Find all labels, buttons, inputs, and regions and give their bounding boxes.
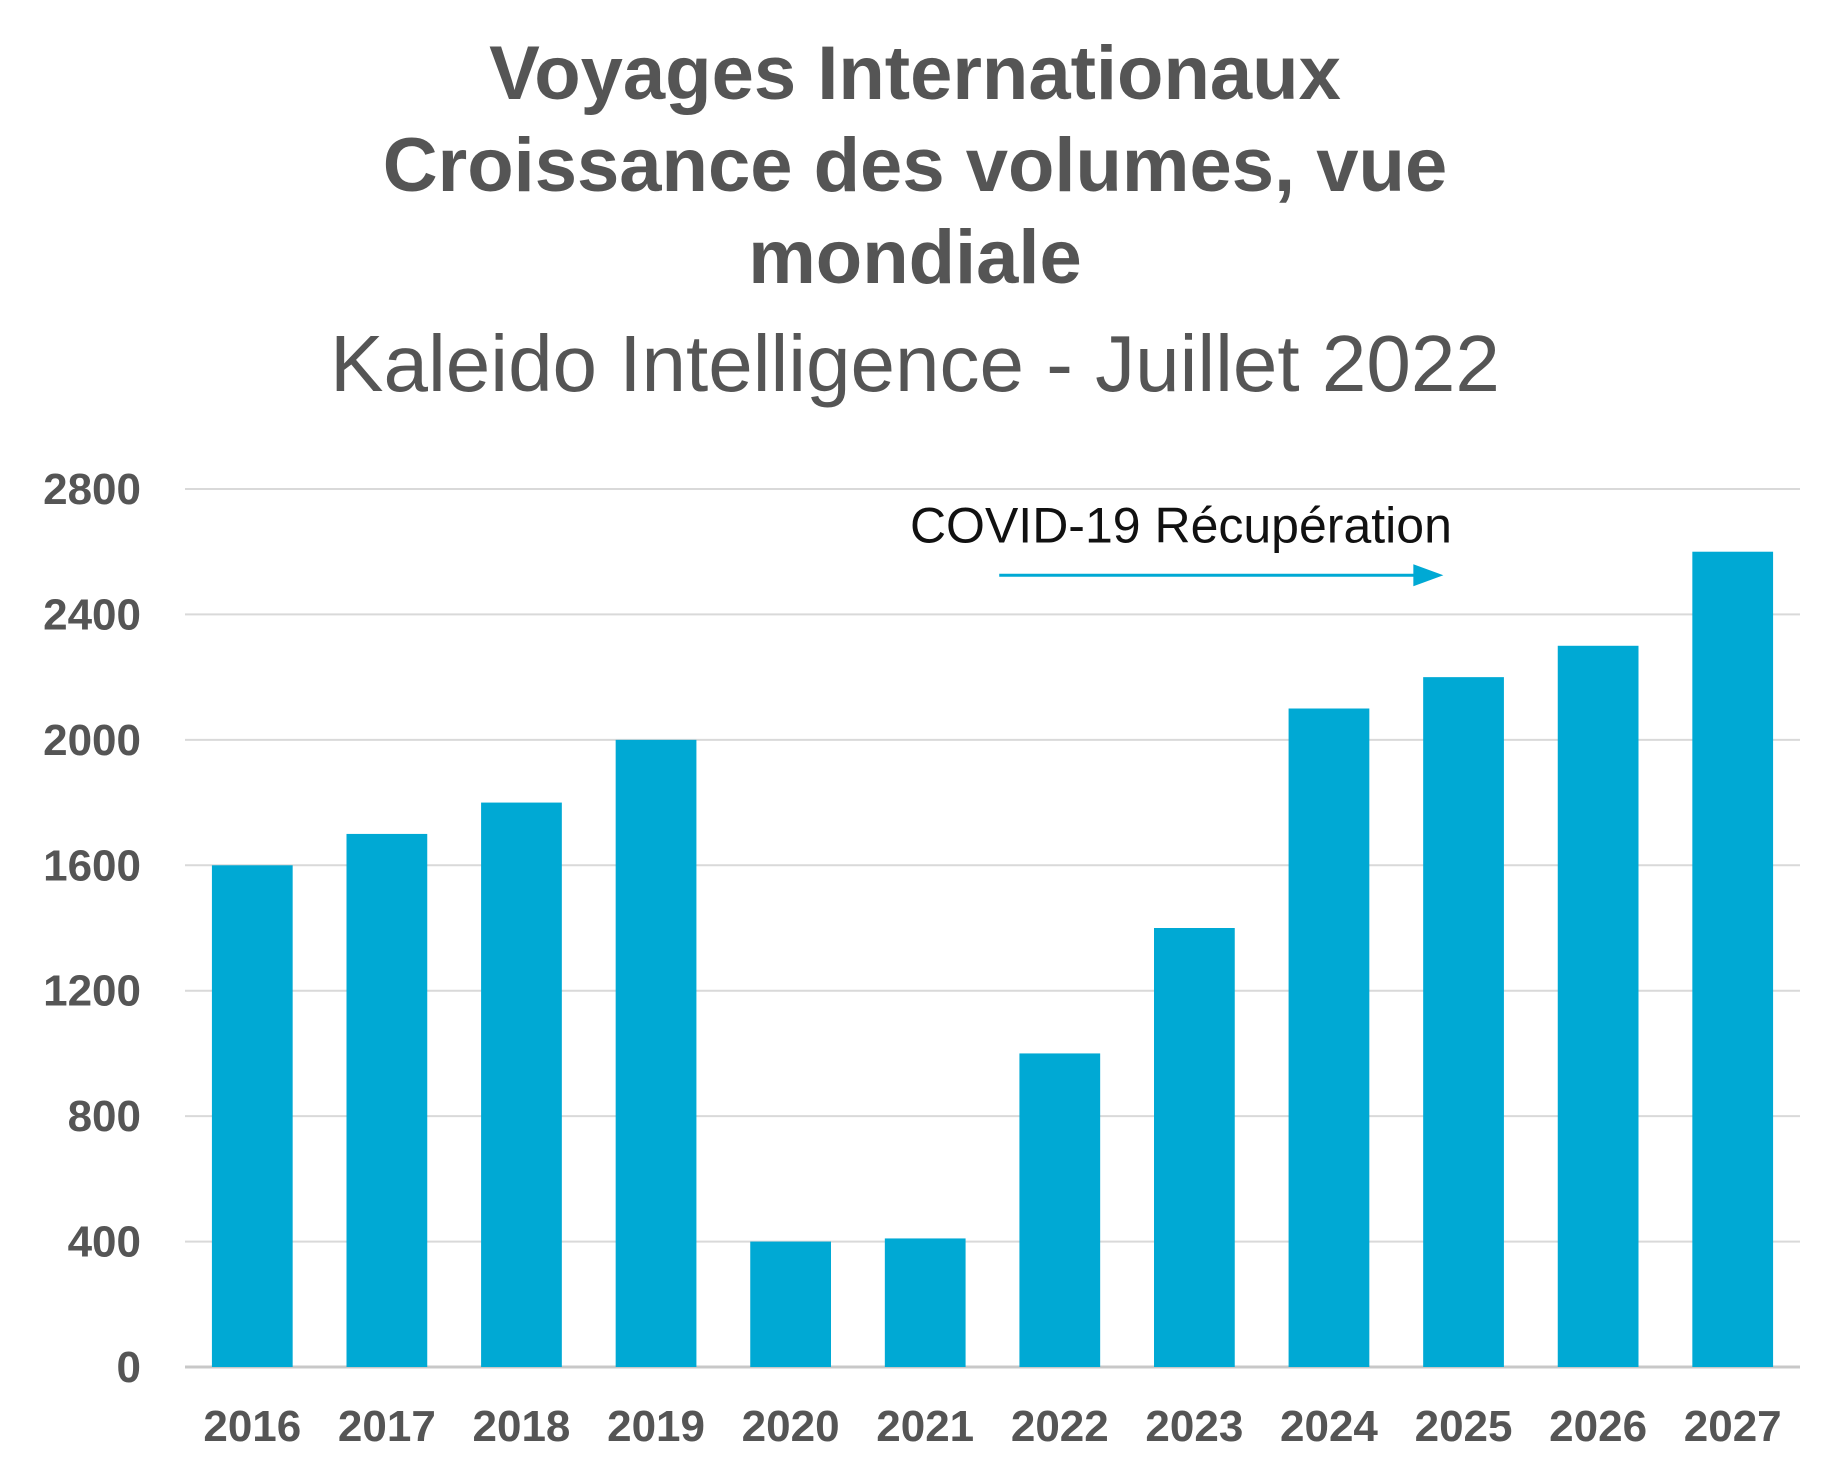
bar-2021	[884, 1238, 966, 1367]
x-tick-label-2022: 2022	[1011, 1402, 1109, 1451]
chart-title-line-1: Voyages Internationaux	[489, 31, 1341, 116]
x-tick-label-2021: 2021	[876, 1402, 974, 1451]
x-tick-label-2020: 2020	[742, 1402, 840, 1451]
bar-2025	[1423, 677, 1504, 1367]
annotation-label: COVID-19 Récupération	[910, 497, 1452, 553]
bar-2018	[481, 802, 562, 1367]
y-tick-label-2000: 2000	[43, 716, 141, 765]
x-tick-label-2016: 2016	[203, 1402, 301, 1451]
y-tick-label-0: 0	[117, 1343, 141, 1392]
x-tick-label-2025: 2025	[1415, 1402, 1513, 1451]
y-tick-label-2800: 2800	[43, 465, 141, 514]
x-tick-label-2027: 2027	[1684, 1402, 1782, 1451]
bar-2020	[750, 1241, 831, 1367]
x-tick-label-2019: 2019	[607, 1402, 705, 1451]
bar-2019	[615, 739, 697, 1367]
x-tick-label-2026: 2026	[1549, 1402, 1647, 1451]
bar-2026	[1557, 645, 1639, 1367]
chart-title-line-2: Croissance des volumes, vue	[382, 123, 1448, 208]
y-tick-label-2400: 2400	[43, 590, 141, 639]
chart-subtitle: Kaleido Intelligence - Juillet 2022	[330, 319, 1500, 408]
chart-title-line-3: mondiale	[748, 215, 1082, 300]
y-tick-label-1200: 1200	[43, 967, 141, 1016]
y-tick-label-400: 400	[68, 1218, 141, 1267]
x-tick-label-2023: 2023	[1145, 1402, 1243, 1451]
x-tick-label-2018: 2018	[473, 1402, 571, 1451]
x-tick-label-2024: 2024	[1280, 1402, 1378, 1451]
chart-title: Voyages Internationaux Croissance des vo…	[0, 28, 1830, 304]
bar-2023	[1154, 928, 1235, 1367]
y-tick-label-800: 800	[68, 1092, 141, 1141]
y-tick-label-1600: 1600	[43, 841, 141, 890]
bar-2027	[1692, 551, 1774, 1367]
bar-2022	[1019, 1053, 1101, 1367]
annotation-arrow-head	[1413, 564, 1444, 587]
x-tick-label-2017: 2017	[338, 1402, 436, 1451]
bar-2024	[1288, 708, 1370, 1367]
bar-2016	[211, 865, 293, 1367]
bar-2017	[346, 833, 428, 1367]
